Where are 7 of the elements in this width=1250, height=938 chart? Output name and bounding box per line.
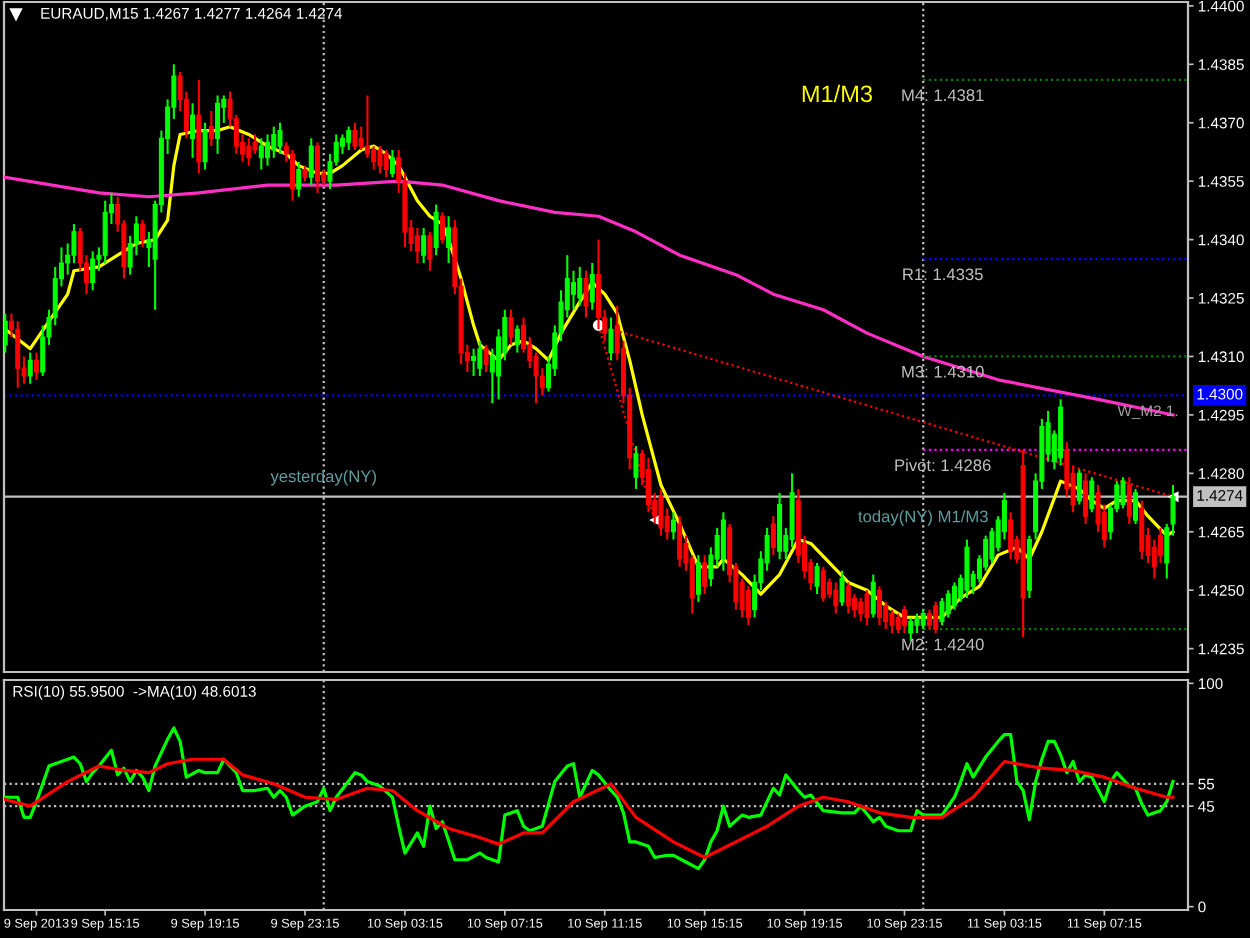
annotation: M1/M3: [802, 84, 872, 103]
series-label: Pivot: 1.4286: [895, 458, 991, 472]
series-label: M2: 1.4240: [902, 638, 984, 651]
ref-line-label: yesterday(NY): [270, 469, 376, 486]
series-label: R1: 1.4335: [903, 268, 983, 281]
series-label: M4: 1.4381: [902, 89, 984, 102]
ref-line-label: today(NY) M1/M3: [858, 510, 988, 526]
